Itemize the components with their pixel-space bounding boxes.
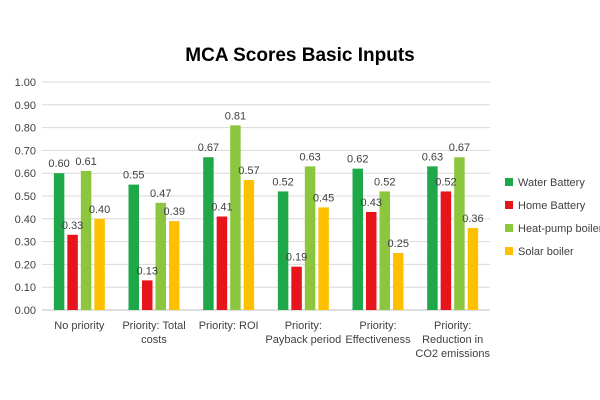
x-category-label: Priority: [359, 320, 396, 332]
data-label: 0.55 [123, 170, 144, 182]
data-label: 0.41 [211, 202, 232, 214]
bar [467, 227, 479, 310]
data-label: 0.57 [238, 165, 259, 177]
data-label: 0.45 [313, 192, 334, 204]
data-label: 0.52 [272, 176, 293, 188]
bar [203, 157, 214, 310]
x-category-label: Payback period [265, 334, 341, 346]
data-label: 0.63 [422, 151, 443, 163]
bar [366, 211, 377, 310]
bar [80, 170, 92, 310]
bar [243, 180, 255, 310]
data-label: 0.19 [286, 252, 307, 264]
bar [169, 221, 180, 310]
data-label: 0.60 [48, 158, 69, 170]
bars [53, 125, 479, 310]
data-label: 0.67 [449, 142, 470, 154]
bar [440, 191, 452, 310]
data-label: 0.67 [198, 142, 219, 154]
y-tick-label: 0.80 [15, 123, 36, 135]
bar [393, 253, 404, 310]
bar [128, 184, 139, 310]
legend-entry: Home Battery [518, 200, 586, 212]
x-category-label: No priority [54, 320, 105, 332]
data-label: 0.63 [299, 151, 320, 163]
legend-entry: Heat-pump boiler [518, 223, 600, 235]
bar [94, 218, 105, 310]
bar [53, 173, 65, 310]
data-label: 0.13 [137, 265, 158, 277]
x-category-label: Priority: Total [122, 320, 185, 332]
y-tick-label: 0.20 [15, 259, 36, 271]
gridlines [42, 81, 490, 311]
data-label: 0.61 [75, 156, 96, 168]
x-category-label: Priority: [434, 320, 471, 332]
y-tick-label: 1.00 [15, 77, 36, 89]
legend: Water Battery Home Battery Heat-pump boile… [505, 177, 600, 258]
y-tick-label: 0.10 [15, 282, 36, 294]
bar [304, 166, 316, 310]
data-label: 0.43 [361, 197, 382, 209]
chart-title: MCA Scores Basic Inputs [185, 45, 414, 66]
bar [230, 125, 241, 310]
legend-swatch [505, 201, 513, 209]
data-label: 0.36 [462, 213, 483, 225]
bar [454, 157, 465, 310]
x-category-label: Reduction in [422, 334, 483, 346]
bar [67, 234, 78, 310]
bar [427, 166, 438, 310]
data-label: 0.39 [164, 206, 185, 218]
bar [142, 280, 153, 310]
y-tick-label: 0.40 [15, 214, 36, 226]
x-category-label: CO2 emissions [415, 348, 490, 360]
bar [352, 168, 363, 310]
bar [379, 191, 390, 310]
bar [291, 266, 302, 310]
data-label: 0.40 [89, 204, 110, 216]
bar [277, 191, 289, 310]
y-tick-label: 0.00 [15, 305, 36, 317]
data-label: 0.52 [435, 176, 456, 188]
y-tick-label: 0.90 [15, 100, 36, 112]
data-label: 0.33 [62, 220, 83, 232]
data-label: 0.52 [374, 176, 395, 188]
x-category-label: Priority: [285, 320, 322, 332]
legend-entry: Solar boiler [518, 246, 574, 258]
legend-swatch [505, 224, 513, 232]
data-label: 0.47 [150, 188, 171, 200]
data-label: 0.25 [388, 238, 409, 250]
legend-entry: Water Battery [518, 177, 585, 189]
bar [216, 216, 228, 310]
y-tick-label: 0.50 [15, 191, 36, 203]
y-tick-label: 0.70 [15, 145, 36, 157]
x-category-label: Priority: ROI [199, 320, 259, 332]
legend-swatch [505, 178, 513, 186]
bar [318, 207, 329, 310]
y-tick-label: 0.30 [15, 237, 36, 249]
data-label: 0.62 [347, 154, 368, 166]
y-tick-label: 0.60 [15, 168, 36, 180]
data-labels: 0.60 0.55 0.67 0.52 0.62 0.63 0.33 0.13 0.41 0.19… [48, 110, 483, 277]
data-label: 0.81 [225, 110, 246, 122]
bar [155, 202, 166, 310]
x-category-label: Effectiveness [345, 334, 411, 346]
legend-swatch [505, 247, 513, 255]
x-category-label: costs [141, 334, 167, 346]
y-axis-ticks: 0.00 0.10 0.20 0.30 0.40 0.50 0.60 0.70 0.80 0.90… [15, 77, 36, 317]
x-axis-categories: No priority Priority: Total costs Priority:… [54, 320, 490, 360]
